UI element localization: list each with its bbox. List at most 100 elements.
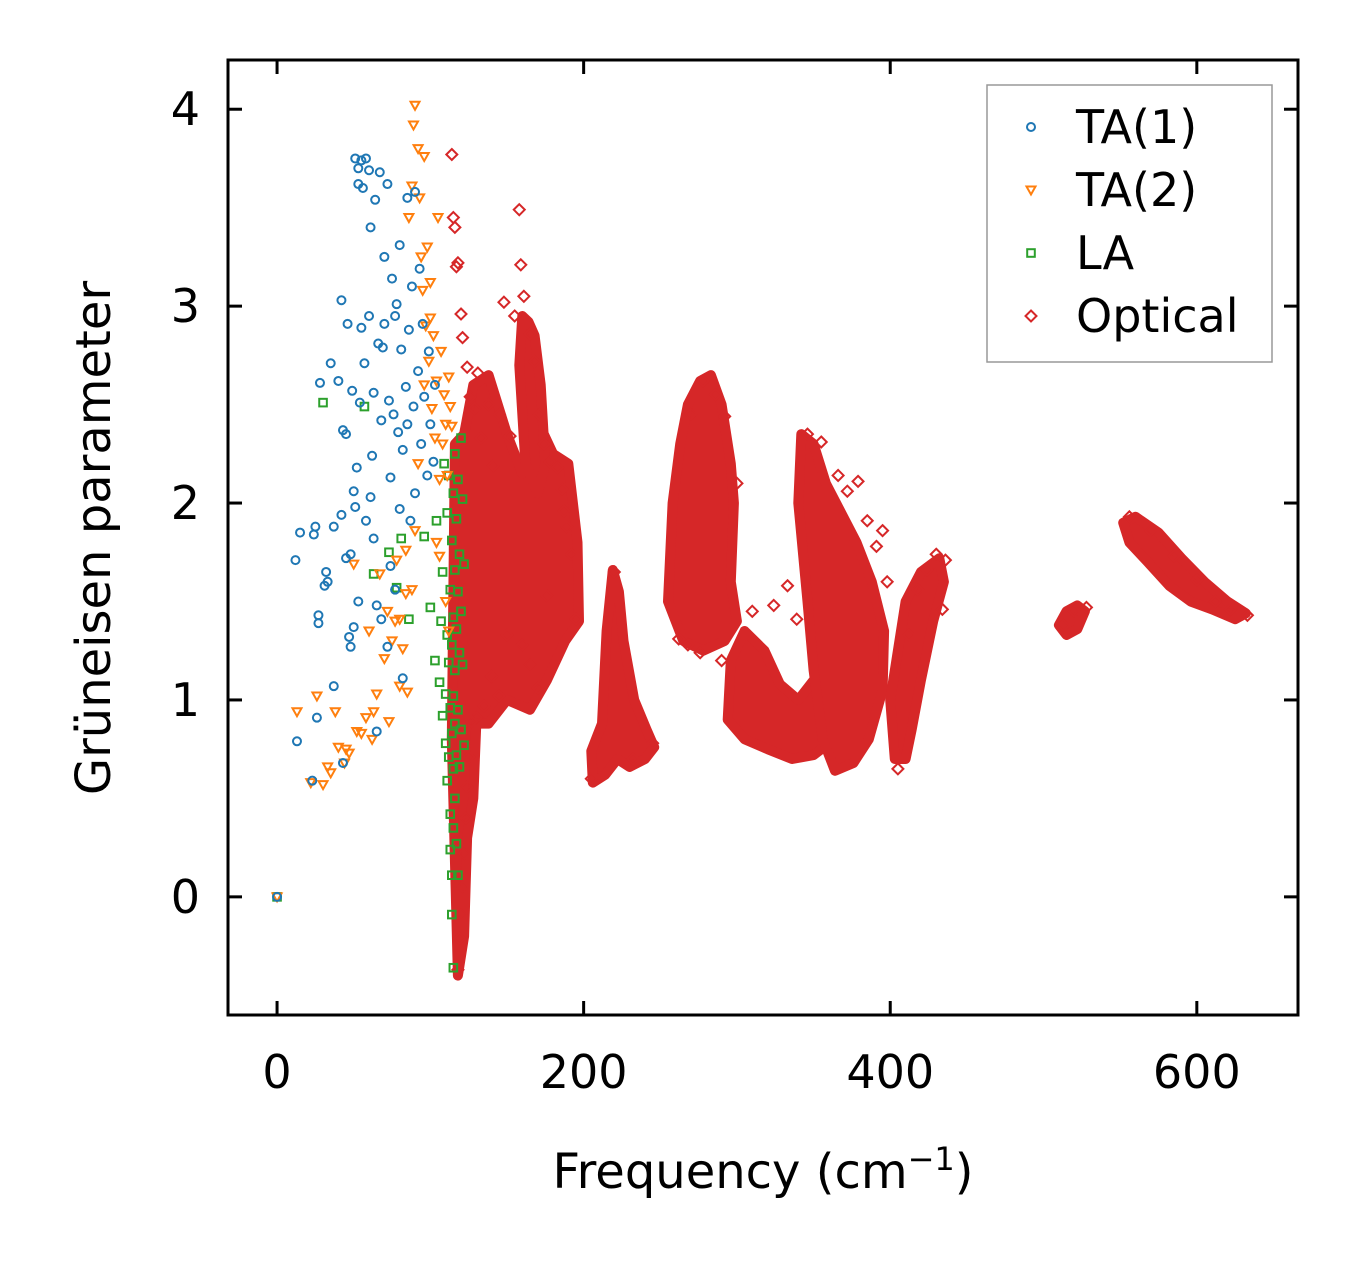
data-point — [458, 811, 473, 826]
data-point — [381, 606, 394, 618]
legend-item: TA(1) — [1026, 100, 1197, 154]
data-point — [434, 677, 445, 688]
data-point — [396, 533, 407, 544]
data-point — [417, 318, 428, 329]
data-point — [448, 488, 459, 498]
data-point — [422, 470, 433, 481]
data-point — [425, 419, 436, 430]
data-point — [370, 194, 381, 205]
plot-frame — [226, 58, 1300, 1017]
data-point — [454, 647, 465, 658]
data-point — [448, 612, 459, 623]
data-point — [385, 472, 396, 483]
data-point — [396, 644, 409, 656]
data-point — [450, 793, 460, 804]
data-point — [396, 344, 407, 355]
data-point — [350, 501, 361, 512]
legend-label: LA — [1076, 226, 1135, 280]
data-point — [425, 602, 436, 613]
data-point — [451, 750, 462, 760]
data-point — [328, 681, 339, 692]
data-point — [474, 431, 488, 445]
data-point — [447, 220, 462, 235]
data-point — [357, 182, 368, 193]
data-point — [454, 549, 465, 560]
data-point — [355, 728, 368, 740]
legend: TA(1) TA(2) LA Optical — [986, 84, 1273, 363]
data-point — [481, 397, 496, 412]
data-point — [385, 636, 399, 648]
data-point — [407, 120, 420, 132]
data-point — [840, 484, 855, 499]
data-point — [454, 907, 468, 922]
legend-box — [986, 84, 1273, 363]
series-ta-2- — [270, 100, 459, 904]
data-point — [459, 740, 469, 751]
data-point — [441, 470, 454, 483]
data-point — [390, 555, 403, 567]
data-point — [313, 618, 324, 629]
data-point — [447, 535, 457, 546]
data-point — [394, 503, 405, 514]
legend-label: Optical — [1076, 289, 1238, 343]
data-point — [539, 588, 554, 603]
data-point — [437, 390, 451, 402]
data-point — [388, 409, 399, 420]
data-point — [452, 931, 467, 946]
x-tick-label: 600 — [1153, 1045, 1241, 1099]
data-point — [442, 775, 453, 786]
data-point — [470, 366, 485, 380]
data-point — [1143, 523, 1158, 538]
data-point — [360, 515, 371, 526]
data-point — [382, 717, 396, 729]
data-point — [454, 307, 468, 321]
data-point — [384, 547, 394, 558]
data-point — [1079, 600, 1094, 615]
data-point — [439, 596, 452, 609]
data-point — [532, 407, 547, 422]
legend-marker — [1024, 309, 1038, 323]
data-point — [523, 326, 537, 341]
data-point — [680, 637, 695, 652]
data-point — [408, 401, 419, 412]
data-point — [345, 549, 356, 560]
data-point — [371, 726, 382, 737]
data-point — [405, 515, 416, 526]
data-point — [400, 381, 411, 392]
data-point — [671, 631, 686, 646]
data-point — [460, 779, 475, 794]
data-point — [436, 439, 449, 451]
series-la — [272, 397, 469, 973]
data-point — [456, 433, 466, 443]
data-point — [456, 606, 466, 617]
data-point — [910, 582, 925, 597]
data-point — [433, 551, 446, 563]
data-point — [492, 407, 507, 422]
data-point — [345, 641, 356, 652]
data-point — [766, 598, 781, 613]
data-point — [1056, 618, 1071, 633]
data-point — [416, 438, 427, 449]
data-point — [419, 391, 430, 402]
data-point — [513, 257, 528, 272]
data-point — [515, 637, 530, 652]
data-point — [454, 762, 465, 772]
data-point — [497, 295, 511, 310]
tick-labels: 0 200 400 600 0 1 2 3 4 — [171, 82, 1241, 1099]
data-point — [416, 285, 429, 297]
data-point — [379, 251, 390, 262]
data-point — [444, 147, 459, 162]
data-point — [584, 771, 599, 786]
data-point — [393, 681, 406, 693]
data-point — [402, 192, 413, 203]
data-point — [443, 657, 454, 668]
data-point — [428, 433, 442, 445]
data-point — [419, 531, 430, 542]
data-point — [418, 151, 431, 164]
data-point — [397, 673, 408, 684]
y-axis-label: Grüneisen parameter — [66, 281, 122, 796]
data-point — [457, 494, 468, 504]
data-point — [427, 331, 440, 343]
data-point — [336, 509, 347, 520]
